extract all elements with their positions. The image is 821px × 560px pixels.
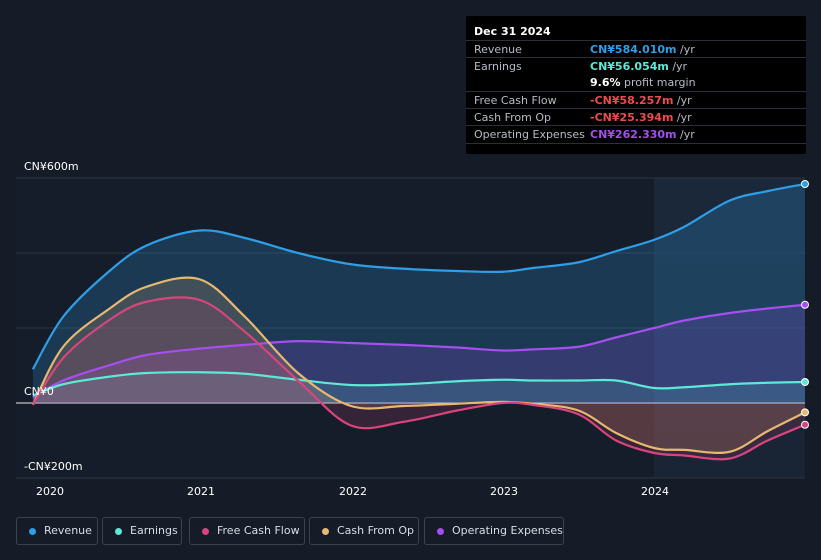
x-tick-2022: 2022 [339,485,367,498]
series-area-cash-from-op [32,277,806,453]
series-end-point-earnings[interactable] [801,378,809,386]
legend-dot-icon [437,528,444,535]
series-line-operating-expenses [32,303,806,399]
legend-dot-icon [29,528,36,535]
series-end-point-free-cash-flow[interactable] [801,420,809,429]
tooltip-value: -CN¥58.257m [590,94,674,107]
y-tick-zero: CN¥0 [24,385,54,398]
x-tick-2021: 2021 [187,485,215,498]
series-end-point-revenue[interactable] [801,180,809,188]
tooltip-unit: /yr [672,60,688,73]
series-area-free-cash-flow [32,297,806,460]
tooltip-date: Dec 31 2024 [474,25,551,38]
tooltip-row-cfo: Cash From Op -CN¥25.394m /yr [466,108,806,126]
tooltip-row-earnings: Earnings CN¥56.054m /yr [466,57,806,75]
tooltip-unit: /yr [676,111,692,124]
legend-earnings[interactable]: Earnings [102,517,182,545]
legend-label: Free Cash Flow [217,524,300,537]
legend-label: Revenue [44,524,92,537]
tooltip-row-margin: 9.6% profit margin [466,74,806,91]
legend-operating-expenses[interactable]: Operating Expenses [424,517,564,545]
series-area-revenue [32,184,806,403]
tooltip-row-revenue: Revenue CN¥584.010m /yr [466,40,806,58]
legend-label: Earnings [130,524,178,537]
series-line-earnings [32,371,806,397]
legend-label: Cash From Op [337,524,415,537]
tooltip-label: Free Cash Flow [474,94,557,107]
tooltip-unit: /yr [680,43,695,56]
tooltip-label: Cash From Op [474,111,552,124]
series-end-point-operating-expenses[interactable] [801,300,809,309]
series-line-revenue [31,182,806,370]
tooltip-value: CN¥584.010m [590,43,677,56]
tooltip-value: -CN¥25.394m [590,111,674,124]
series-line-free-cash-flow [31,296,806,461]
tooltip-value: CN¥262.330m [590,128,677,141]
legend-dot-icon [322,528,329,535]
x-tick-2023: 2023 [490,485,518,498]
y-tick-top: CN¥600m [24,160,79,173]
series-end-point-cash-from-op[interactable] [801,408,809,417]
tooltip-row-opex: Operating Expenses CN¥262.330m /yr [466,125,806,144]
tooltip-unit: /yr [676,94,692,107]
tooltip-row-fcf: Free Cash Flow -CN¥58.257m /yr [466,91,806,109]
tooltip-label: Earnings [474,60,522,73]
y-tick-bottom: -CN¥200m [24,460,83,473]
legend-revenue[interactable]: Revenue [16,517,98,545]
legend-free-cash-flow[interactable]: Free Cash Flow [189,517,305,545]
legend-cash-from-op[interactable]: Cash From Op [309,517,419,545]
tooltip-label: Revenue [474,43,522,56]
tooltip-unit: /yr [680,128,695,141]
data-tooltip: Dec 31 2024 Revenue CN¥584.010m /yr Earn… [466,16,806,154]
legend-dot-icon [115,528,122,535]
tooltip-value: CN¥56.054m [590,60,669,73]
tooltip-unit: profit margin [624,76,696,89]
series-line-cash-from-op [31,276,806,454]
legend-label: Operating Expenses [452,524,563,537]
legend-dot-icon [202,528,209,535]
tooltip-value: 9.6% [590,76,621,89]
x-tick-2024: 2024 [641,485,669,498]
x-tick-2020: 2020 [36,485,64,498]
tooltip-label: Operating Expenses [474,128,585,141]
series-area-earnings [32,372,806,403]
series-area-operating-expenses [32,304,806,403]
